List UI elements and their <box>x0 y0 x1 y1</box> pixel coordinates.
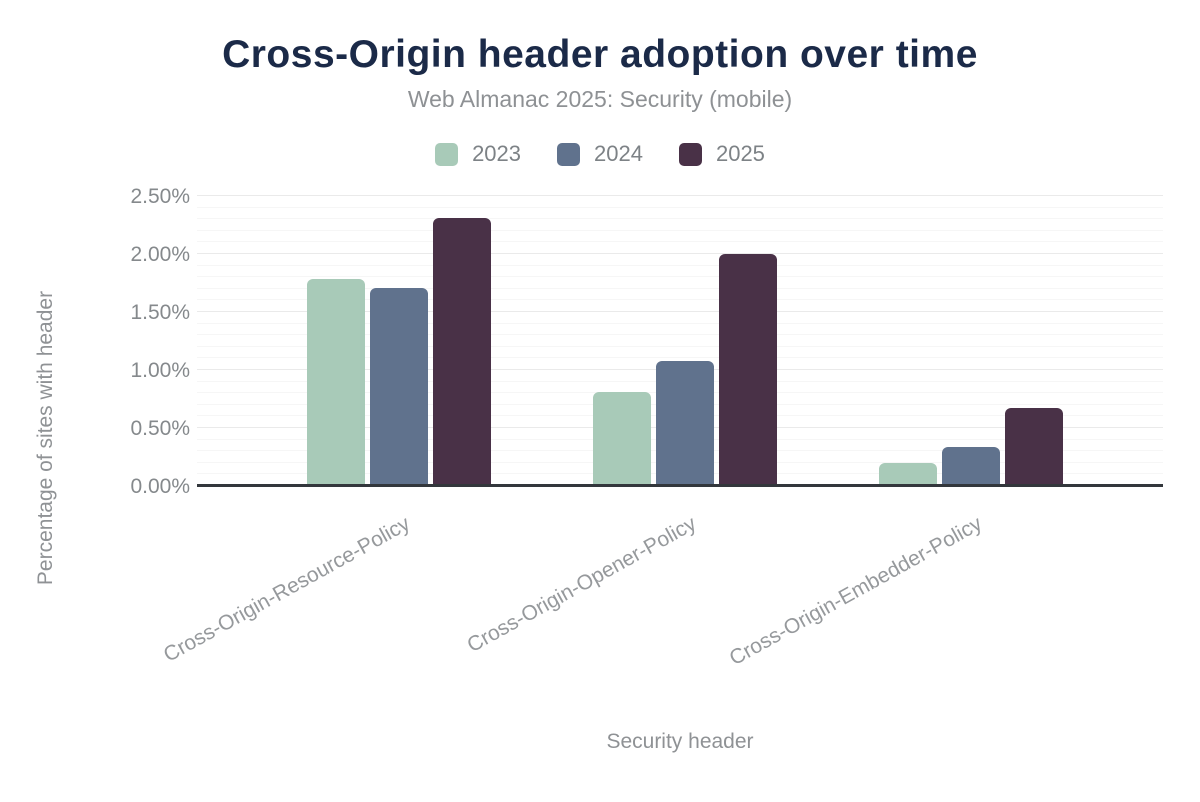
y-tick-label: 0.50% <box>130 416 190 440</box>
major-gridline <box>197 195 1163 196</box>
legend-swatch-2023 <box>435 142 459 166</box>
x-axis-title: Security header <box>606 730 754 753</box>
major-gridline <box>197 311 1163 312</box>
legend-label-2023: 2023 <box>472 141 522 166</box>
x-axis-line <box>197 484 1163 487</box>
legend-label-2025: 2025 <box>715 141 765 166</box>
y-tick-label: 2.50% <box>130 184 190 208</box>
minor-gridline <box>197 241 1163 242</box>
legend-label-2024: 2024 <box>594 141 643 166</box>
minor-gridline <box>197 218 1163 219</box>
minor-gridline <box>197 334 1163 335</box>
x-category-label: Cross-Origin-Resource-Policy <box>160 512 415 667</box>
bar-2024-Cross-Origin-Resource-Policy[interactable] <box>370 288 428 485</box>
bar-2025-Cross-Origin-Embedder-Policy[interactable] <box>1005 408 1063 485</box>
chart-subtitle: Web Almanac 2025: Security (mobile) <box>407 86 793 112</box>
bar-2023-Cross-Origin-Resource-Policy[interactable] <box>307 279 365 485</box>
bar-2024-Cross-Origin-Opener-Policy[interactable] <box>656 361 714 485</box>
y-tick-label: 2.00% <box>130 242 190 266</box>
minor-gridline <box>197 357 1163 358</box>
legend-item-2023[interactable]: 2023 <box>435 141 521 167</box>
minor-gridline <box>197 207 1163 208</box>
x-category-label: Cross-Origin-Opener-Policy <box>463 512 701 658</box>
bar-2025-Cross-Origin-Resource-Policy[interactable] <box>433 218 491 485</box>
minor-gridline <box>197 346 1163 347</box>
legend-swatch-2025 <box>678 142 702 166</box>
major-gridline <box>197 253 1163 254</box>
legend-swatch-2024 <box>557 142 581 166</box>
minor-gridline <box>197 323 1163 324</box>
chart-title: Cross-Origin header adoption over time <box>222 33 978 76</box>
legend-item-2025[interactable]: 2025 <box>678 141 765 167</box>
minor-gridline <box>197 299 1163 300</box>
minor-gridline <box>197 230 1163 231</box>
legend: 2023 2024 2025 <box>0 141 1200 167</box>
minor-gridline <box>197 288 1163 289</box>
y-tick-label: 1.50% <box>130 300 190 324</box>
bar-2023-Cross-Origin-Embedder-Policy[interactable] <box>879 463 937 485</box>
legend-item-2024[interactable]: 2024 <box>557 141 643 167</box>
y-tick-label: 0.00% <box>130 474 190 498</box>
bar-2023-Cross-Origin-Opener-Policy[interactable] <box>593 392 651 485</box>
x-category-label: Cross-Origin-Embedder-Policy <box>725 512 987 671</box>
minor-gridline <box>197 265 1163 266</box>
bar-2024-Cross-Origin-Embedder-Policy[interactable] <box>942 447 1000 485</box>
y-axis-title: Percentage of sites with header <box>34 290 57 586</box>
bar-2025-Cross-Origin-Opener-Policy[interactable] <box>719 254 777 485</box>
y-tick-label: 1.00% <box>130 358 190 382</box>
minor-gridline <box>197 276 1163 277</box>
